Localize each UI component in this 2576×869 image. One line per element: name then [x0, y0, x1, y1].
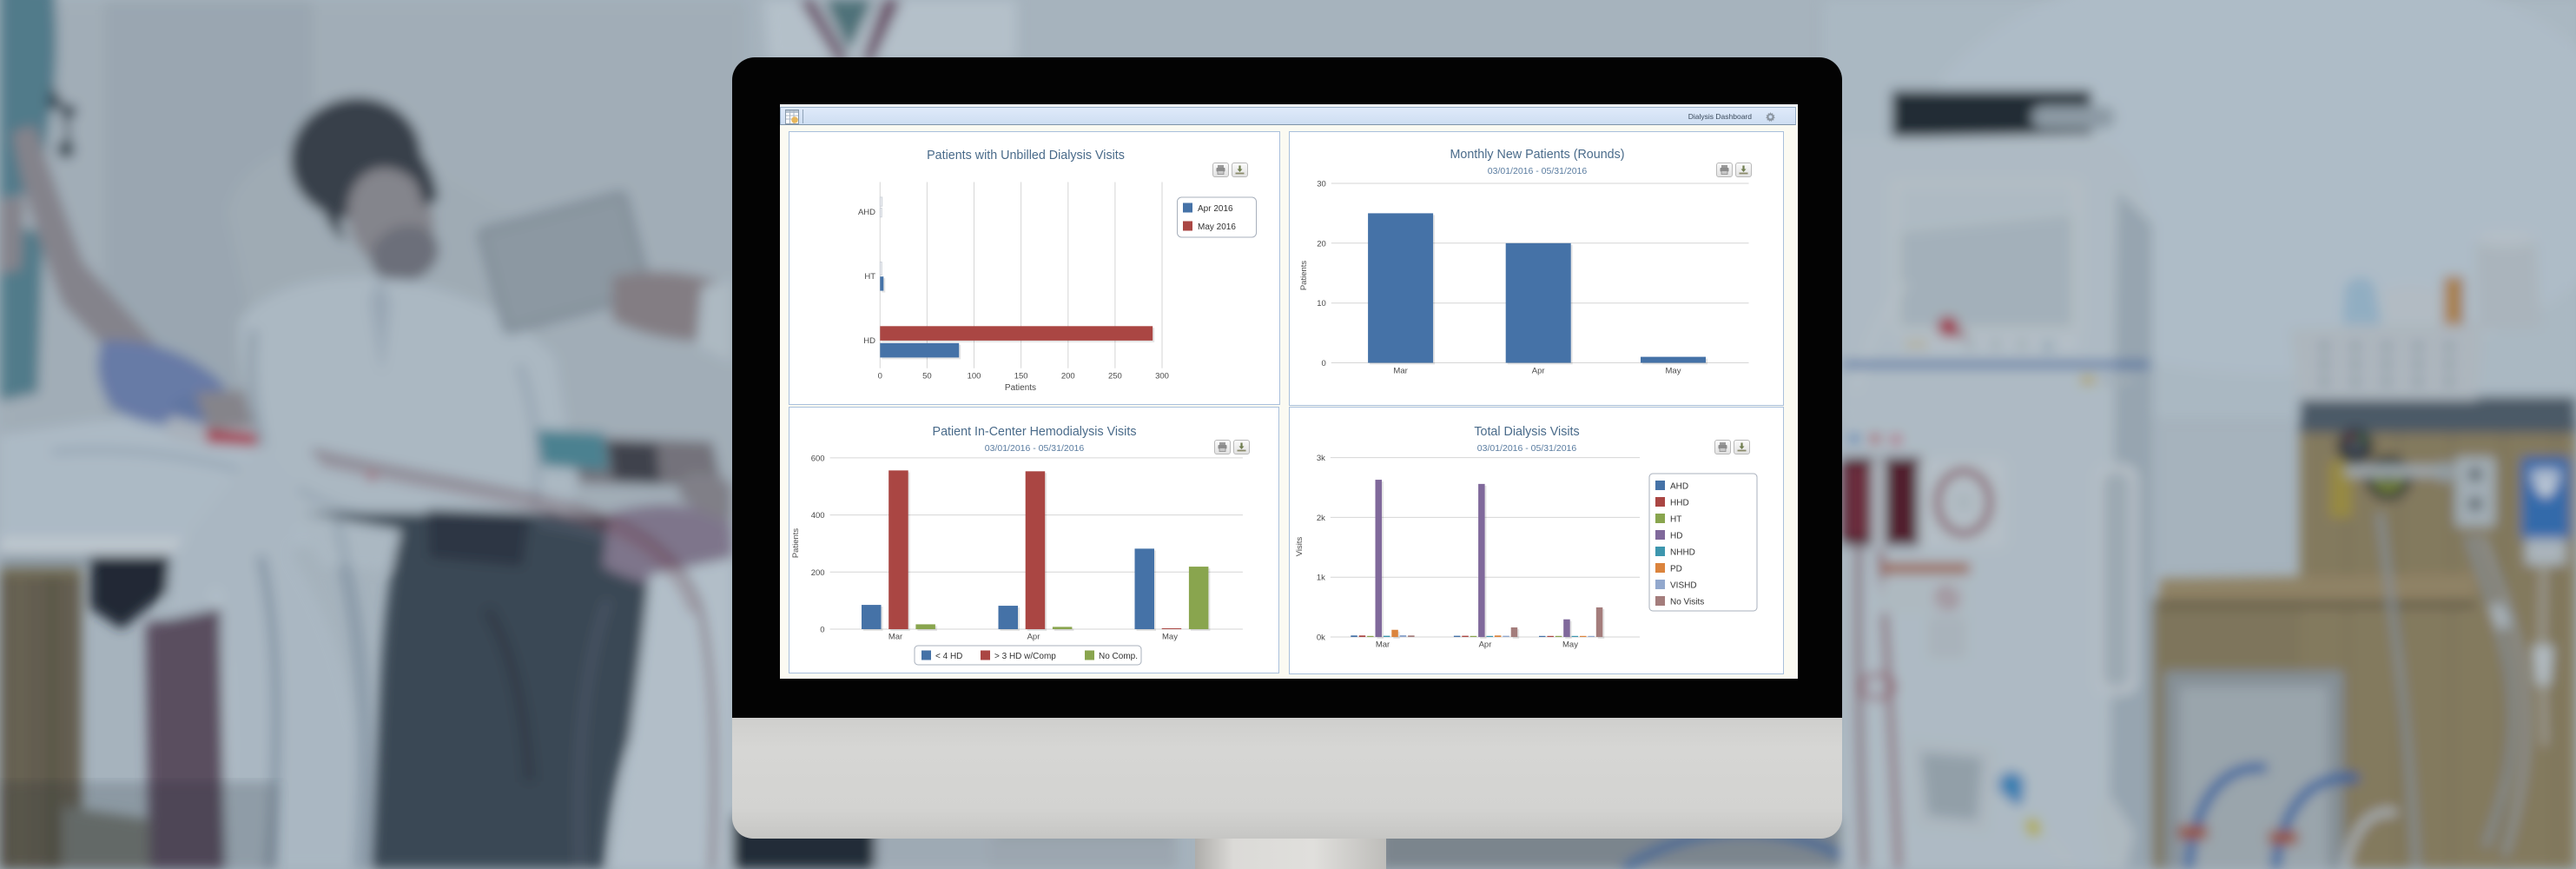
- svg-text:50: 50: [922, 372, 932, 381]
- svg-text:Patients: Patients: [1299, 261, 1309, 291]
- svg-text:Visits: Visits: [1295, 536, 1305, 556]
- svg-text:0: 0: [820, 626, 824, 635]
- svg-text:03/01/2016 - 05/31/2016: 03/01/2016 - 05/31/2016: [1477, 443, 1577, 454]
- svg-text:Patients: Patients: [791, 528, 801, 559]
- svg-text:HD: HD: [863, 336, 875, 346]
- svg-text:3k: 3k: [1317, 454, 1325, 463]
- svg-text:HT: HT: [1670, 515, 1681, 525]
- svg-text:Patient In-Center Hemodialysis: Patient In-Center Hemodialysis Visits: [933, 425, 1137, 439]
- svg-text:0: 0: [878, 372, 882, 381]
- svg-text:< 4 HD: < 4 HD: [935, 652, 962, 661]
- svg-text:Mar: Mar: [888, 633, 902, 642]
- svg-text:2k: 2k: [1317, 514, 1325, 523]
- svg-text:Apr: Apr: [1532, 367, 1545, 376]
- svg-text:150: 150: [1014, 372, 1028, 381]
- svg-text:May: May: [1666, 367, 1681, 376]
- svg-text:Patients with Unbilled Dialysi: Patients with Unbilled Dialysis Visits: [927, 149, 1125, 163]
- svg-text:20: 20: [1317, 239, 1326, 249]
- svg-text:200: 200: [1061, 372, 1075, 381]
- svg-text:200: 200: [811, 568, 825, 578]
- svg-text:No Visits: No Visits: [1670, 598, 1704, 607]
- svg-text:250: 250: [1108, 372, 1122, 381]
- svg-text:Apr: Apr: [1027, 633, 1040, 642]
- svg-text:0k: 0k: [1317, 634, 1325, 643]
- svg-text:NHHD: NHHD: [1670, 548, 1695, 558]
- svg-text:Mar: Mar: [1393, 367, 1407, 376]
- svg-text:300: 300: [1155, 372, 1169, 381]
- svg-text:03/01/2016 - 05/31/2016: 03/01/2016 - 05/31/2016: [985, 443, 1085, 454]
- svg-text:HT: HT: [864, 272, 875, 282]
- svg-text:Mar: Mar: [1376, 640, 1390, 650]
- svg-text:1k: 1k: [1317, 574, 1325, 583]
- svg-text:400: 400: [811, 511, 825, 521]
- svg-text:10: 10: [1317, 299, 1326, 308]
- svg-text:600: 600: [811, 454, 825, 463]
- svg-text:0: 0: [1322, 359, 1326, 368]
- svg-text:Patients: Patients: [1005, 383, 1036, 393]
- svg-text:No Comp.: No Comp.: [1099, 652, 1138, 661]
- svg-text:Monthly New Patients (Rounds): Monthly New Patients (Rounds): [1450, 148, 1624, 162]
- svg-text:Apr: Apr: [1479, 640, 1492, 650]
- svg-text:PD: PD: [1670, 565, 1682, 574]
- svg-text:HD: HD: [1670, 532, 1682, 541]
- svg-text:Apr 2016: Apr 2016: [1198, 204, 1233, 214]
- svg-text:May 2016: May 2016: [1198, 222, 1236, 232]
- svg-text:AHD: AHD: [858, 208, 875, 217]
- svg-text:May: May: [1162, 633, 1178, 642]
- svg-text:100: 100: [968, 372, 981, 381]
- svg-text:30: 30: [1317, 180, 1326, 189]
- svg-text:May: May: [1562, 640, 1578, 650]
- svg-text:03/01/2016 - 05/31/2016: 03/01/2016 - 05/31/2016: [1488, 166, 1588, 176]
- svg-text:> 3 HD w/Comp: > 3 HD w/Comp: [994, 652, 1056, 661]
- svg-text:AHD: AHD: [1670, 482, 1688, 492]
- svg-text:VISHD: VISHD: [1670, 581, 1697, 591]
- svg-text:Total Dialysis Visits: Total Dialysis Visits: [1474, 425, 1579, 439]
- svg-text:HHD: HHD: [1670, 499, 1689, 508]
